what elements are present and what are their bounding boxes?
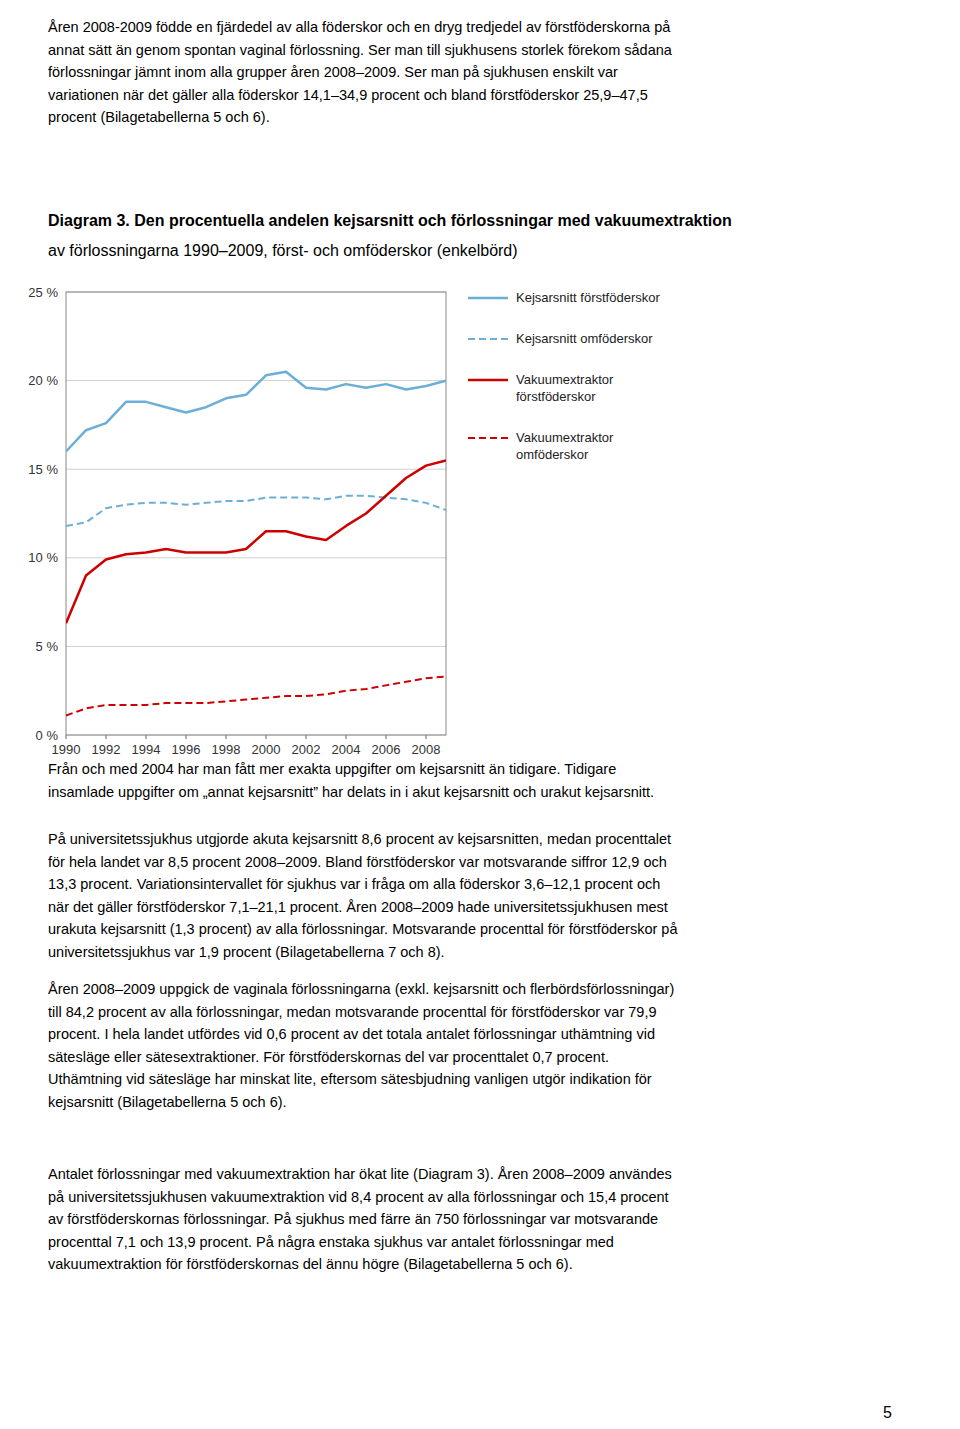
paragraph-line: till 84,2 procent av alla förlossningar,… [48, 1004, 657, 1020]
series-line [66, 496, 446, 526]
x-tick-label: 2000 [252, 742, 281, 757]
x-tick [66, 735, 67, 739]
grid-line [66, 557, 446, 558]
x-tick [146, 735, 147, 739]
y-tick-label: 0 % [36, 728, 59, 743]
page-number: 5 [883, 1404, 892, 1421]
paragraph-line: variationen när det gäller alla födersko… [48, 87, 648, 103]
x-tick-label: 2004 [332, 742, 361, 757]
legend-label-line: Kejsarsnitt omföderskor [516, 331, 653, 346]
series-line [66, 372, 446, 452]
paragraph-line: annat sätt än genom spontan vaginal förl… [48, 42, 673, 58]
legend-swatch [468, 437, 508, 439]
legend-label-line: Vakuumextraktor [516, 372, 614, 387]
paragraph-line: förlossningar jämnt inom alla grupper år… [48, 64, 618, 80]
chart-title: Diagram 3. Den procentuella andelen kejs… [48, 212, 732, 229]
series-line [66, 677, 446, 716]
y-tick-label: 5 % [36, 639, 59, 654]
paragraph-line: procenttal 7,1 och 13,9 procent. På någr… [48, 1234, 614, 1250]
legend-label-line: förstföderskor [516, 389, 596, 404]
x-tick [186, 735, 187, 739]
grid [66, 292, 446, 735]
legend-swatch [468, 297, 508, 300]
legend-label: Kejsarsnitt omföderskor [516, 331, 653, 346]
paragraph-line: 13,3 procent. Variationsintervallet för … [48, 876, 660, 892]
paragraph-line: procent (Bilagetabellerna 5 och 6). [48, 109, 270, 125]
paragraph-line: Från och med 2004 har man fått mer exakt… [48, 761, 616, 777]
grid-line [66, 646, 446, 647]
x-tick-label: 1994 [132, 742, 161, 757]
paragraph-line: på universitetssjukhusen vakuumextraktio… [48, 1189, 669, 1205]
paragraph-line: sätesläge eller sätesextraktioner. För f… [48, 1049, 609, 1065]
paragraph-line: när det gäller förstföderskor 7,1–21,1 p… [48, 899, 668, 915]
legend-label: Kejsarsnitt förstföderskor [516, 290, 660, 305]
paragraph: Åren 2008–2009 uppgick de vaginala förlo… [48, 981, 674, 1110]
paragraph-line: av förstföderskornas förlossningar. På s… [48, 1211, 658, 1227]
y-tick-label: 15 % [28, 462, 58, 477]
x-tick [426, 735, 427, 739]
x-tick [266, 735, 267, 739]
paragraph: Åren 2008-2009 födde en fjärdedel av all… [48, 19, 673, 125]
paragraph: Antalet förlossningar med vakuumextrakti… [48, 1166, 672, 1272]
legend-swatch [468, 338, 508, 340]
paragraph-line: procent. I hela landet utfördes vid 0,6 … [48, 1026, 655, 1042]
paragraph-line: för hela landet var 8,5 procent 2008–200… [48, 854, 667, 870]
paragraph-line: kejsarsnitt (Bilagetabellerna 5 och 6). [48, 1094, 287, 1110]
x-tick-label: 2008 [412, 742, 441, 757]
paragraph-line: insamlade uppgifter om „annat kejsarsnit… [48, 784, 654, 800]
legend-label: Vakuumextraktor förstföderskor [516, 372, 614, 404]
grid-line [66, 469, 446, 470]
chart-subtitle: av förlossningarna 1990–2009, först- och… [48, 242, 518, 259]
paragraph: Från och med 2004 har man fått mer exakt… [48, 761, 654, 800]
legend-label: Vakuumextraktor omföderskor [516, 430, 614, 462]
paragraph-line: Åren 2008–2009 uppgick de vaginala förlo… [48, 981, 674, 997]
x-tick-label: 2006 [372, 742, 401, 757]
paragraph-line: Uthämtning vid sätesläge har minskat lit… [48, 1071, 652, 1087]
legend: Kejsarsnitt förstföderskor Kejsarsnitt om… [468, 290, 660, 462]
x-tick-label: 1990 [52, 742, 81, 757]
paragraph-line: Antalet förlossningar med vakuumextrakti… [48, 1166, 672, 1182]
legend-label-line: omföderskor [516, 447, 589, 462]
paragraph-line: vakuumextraktion för förstföderskornas d… [48, 1256, 573, 1272]
x-tick [226, 735, 227, 739]
page: Åren 2008-2009 födde en fjärdedel av all… [0, 0, 960, 1429]
y-tick-label: 10 % [28, 550, 58, 565]
paragraph-line: Åren 2008-2009 födde en fjärdedel av all… [48, 19, 671, 35]
y-tick-label: 25 % [28, 285, 58, 300]
x-tick-label: 1996 [172, 742, 201, 757]
legend-swatch [468, 379, 508, 382]
paragraph-line: På universitetssjukhus utgjorde akuta ke… [48, 831, 671, 847]
legend-label-line: Kejsarsnitt förstföderskor [516, 290, 660, 305]
x-tick [306, 735, 307, 739]
paragraph-line: universitetssjukhus var 1,9 procent (Bil… [48, 944, 445, 960]
x-tick-label: 1998 [212, 742, 241, 757]
x-tick [346, 735, 347, 739]
x-tick-label: 2002 [292, 742, 321, 757]
x-tick [106, 735, 107, 739]
legend-label-line: Vakuumextraktor [516, 430, 614, 445]
x-tick-label: 1992 [92, 742, 121, 757]
plot-frame [66, 292, 446, 735]
paragraph-line: urakuta kejsarsnitt (1,3 procent) av all… [48, 921, 678, 937]
series-lines [66, 372, 446, 716]
x-tick [386, 735, 387, 739]
grid-line [66, 380, 446, 381]
paragraph: På universitetssjukhus utgjorde akuta ke… [48, 831, 678, 960]
y-tick-label: 20 % [28, 373, 58, 388]
series-line [66, 460, 446, 623]
